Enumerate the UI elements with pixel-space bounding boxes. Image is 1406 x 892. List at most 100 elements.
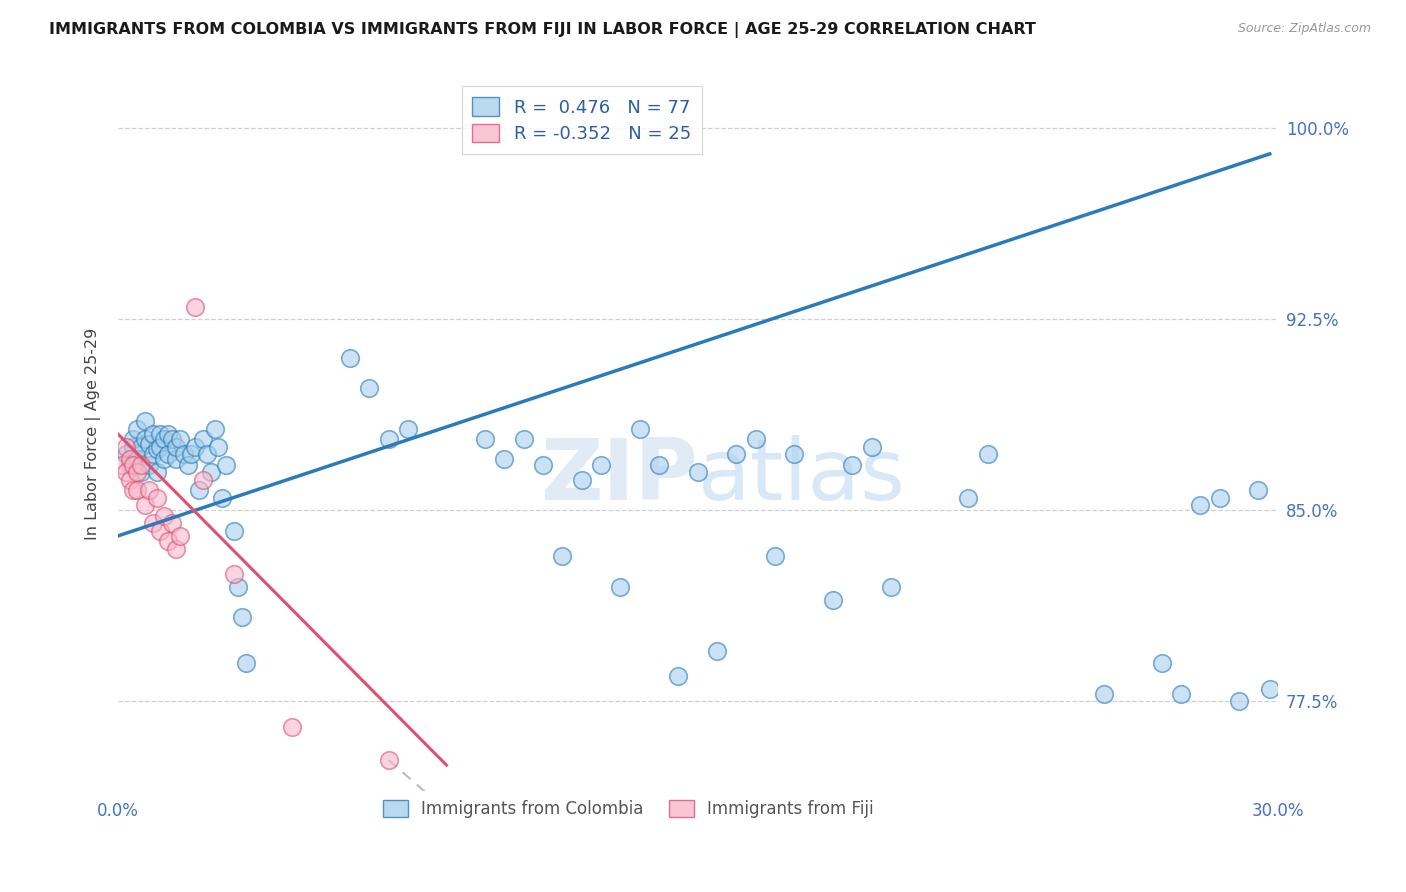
Point [145,465,167,479]
Point [188,483,211,497]
Point [377,432,399,446]
Point [157,427,180,442]
Point [145,491,167,505]
Point [513,432,536,446]
Point [628,422,651,436]
Point [571,473,593,487]
Point [160,432,183,446]
Point [976,447,998,461]
Point [1208,491,1230,505]
Point [134,432,156,446]
Text: ZIP: ZIP [540,435,697,518]
Point [531,458,554,472]
Point [138,483,160,497]
Point [165,440,187,454]
Point [339,351,361,365]
Point [609,580,631,594]
Point [191,473,214,487]
Point [134,414,156,428]
Point [122,458,145,472]
Text: Source: ZipAtlas.com: Source: ZipAtlas.com [1237,22,1371,36]
Point [474,432,496,446]
Point [138,458,160,472]
Point [1258,681,1281,696]
Point [211,491,233,505]
Point [142,447,165,461]
Point [281,720,304,734]
Point [200,465,222,479]
Point [744,432,766,446]
Point [215,458,238,472]
Point [1247,483,1270,497]
Point [880,580,903,594]
Point [180,447,202,461]
Point [122,432,145,446]
Point [142,516,165,531]
Point [184,440,207,454]
Point [157,533,180,548]
Text: atlas: atlas [697,435,905,518]
Point [706,643,728,657]
Point [551,549,574,564]
Point [231,610,253,624]
Point [1150,657,1173,671]
Point [1170,687,1192,701]
Point [1227,694,1250,708]
Point [195,447,218,461]
Y-axis label: In Labor Force | Age 25-29: In Labor Force | Age 25-29 [86,328,101,541]
Legend: Immigrants from Colombia, Immigrants from Fiji: Immigrants from Colombia, Immigrants fro… [377,794,880,825]
Point [149,427,172,442]
Point [122,440,145,454]
Point [129,440,152,454]
Point [686,465,709,479]
Point [169,529,191,543]
Point [153,508,176,523]
Point [377,753,399,767]
Point [149,524,172,538]
Point [118,473,141,487]
Point [145,442,167,457]
Point [114,440,136,454]
Point [1092,687,1115,701]
Point [725,447,748,461]
Point [173,447,195,461]
Point [118,458,141,472]
Point [176,458,198,472]
Point [204,422,226,436]
Point [157,447,180,461]
Point [222,524,245,538]
Point [359,381,381,395]
Point [184,300,207,314]
Point [494,452,516,467]
Point [841,458,863,472]
Point [114,447,136,461]
Text: IMMIGRANTS FROM COLOMBIA VS IMMIGRANTS FROM FIJI IN LABOR FORCE | AGE 25-29 CORR: IMMIGRANTS FROM COLOMBIA VS IMMIGRANTS F… [49,22,1036,38]
Point [1189,499,1212,513]
Point [153,432,176,446]
Point [127,422,149,436]
Point [127,465,149,479]
Point [127,483,149,497]
Point [165,452,187,467]
Point [153,452,176,467]
Point [142,427,165,442]
Point [957,491,980,505]
Point [129,465,152,479]
Point [191,432,214,446]
Point [122,483,145,497]
Point [668,669,690,683]
Point [222,567,245,582]
Point [169,432,191,446]
Point [763,549,786,564]
Point [114,465,136,479]
Point [226,580,249,594]
Point [134,499,156,513]
Point [648,458,671,472]
Point [127,452,149,467]
Point [138,437,160,451]
Point [235,657,257,671]
Point [160,516,183,531]
Point [129,458,152,472]
Point [149,440,172,454]
Point [207,440,229,454]
